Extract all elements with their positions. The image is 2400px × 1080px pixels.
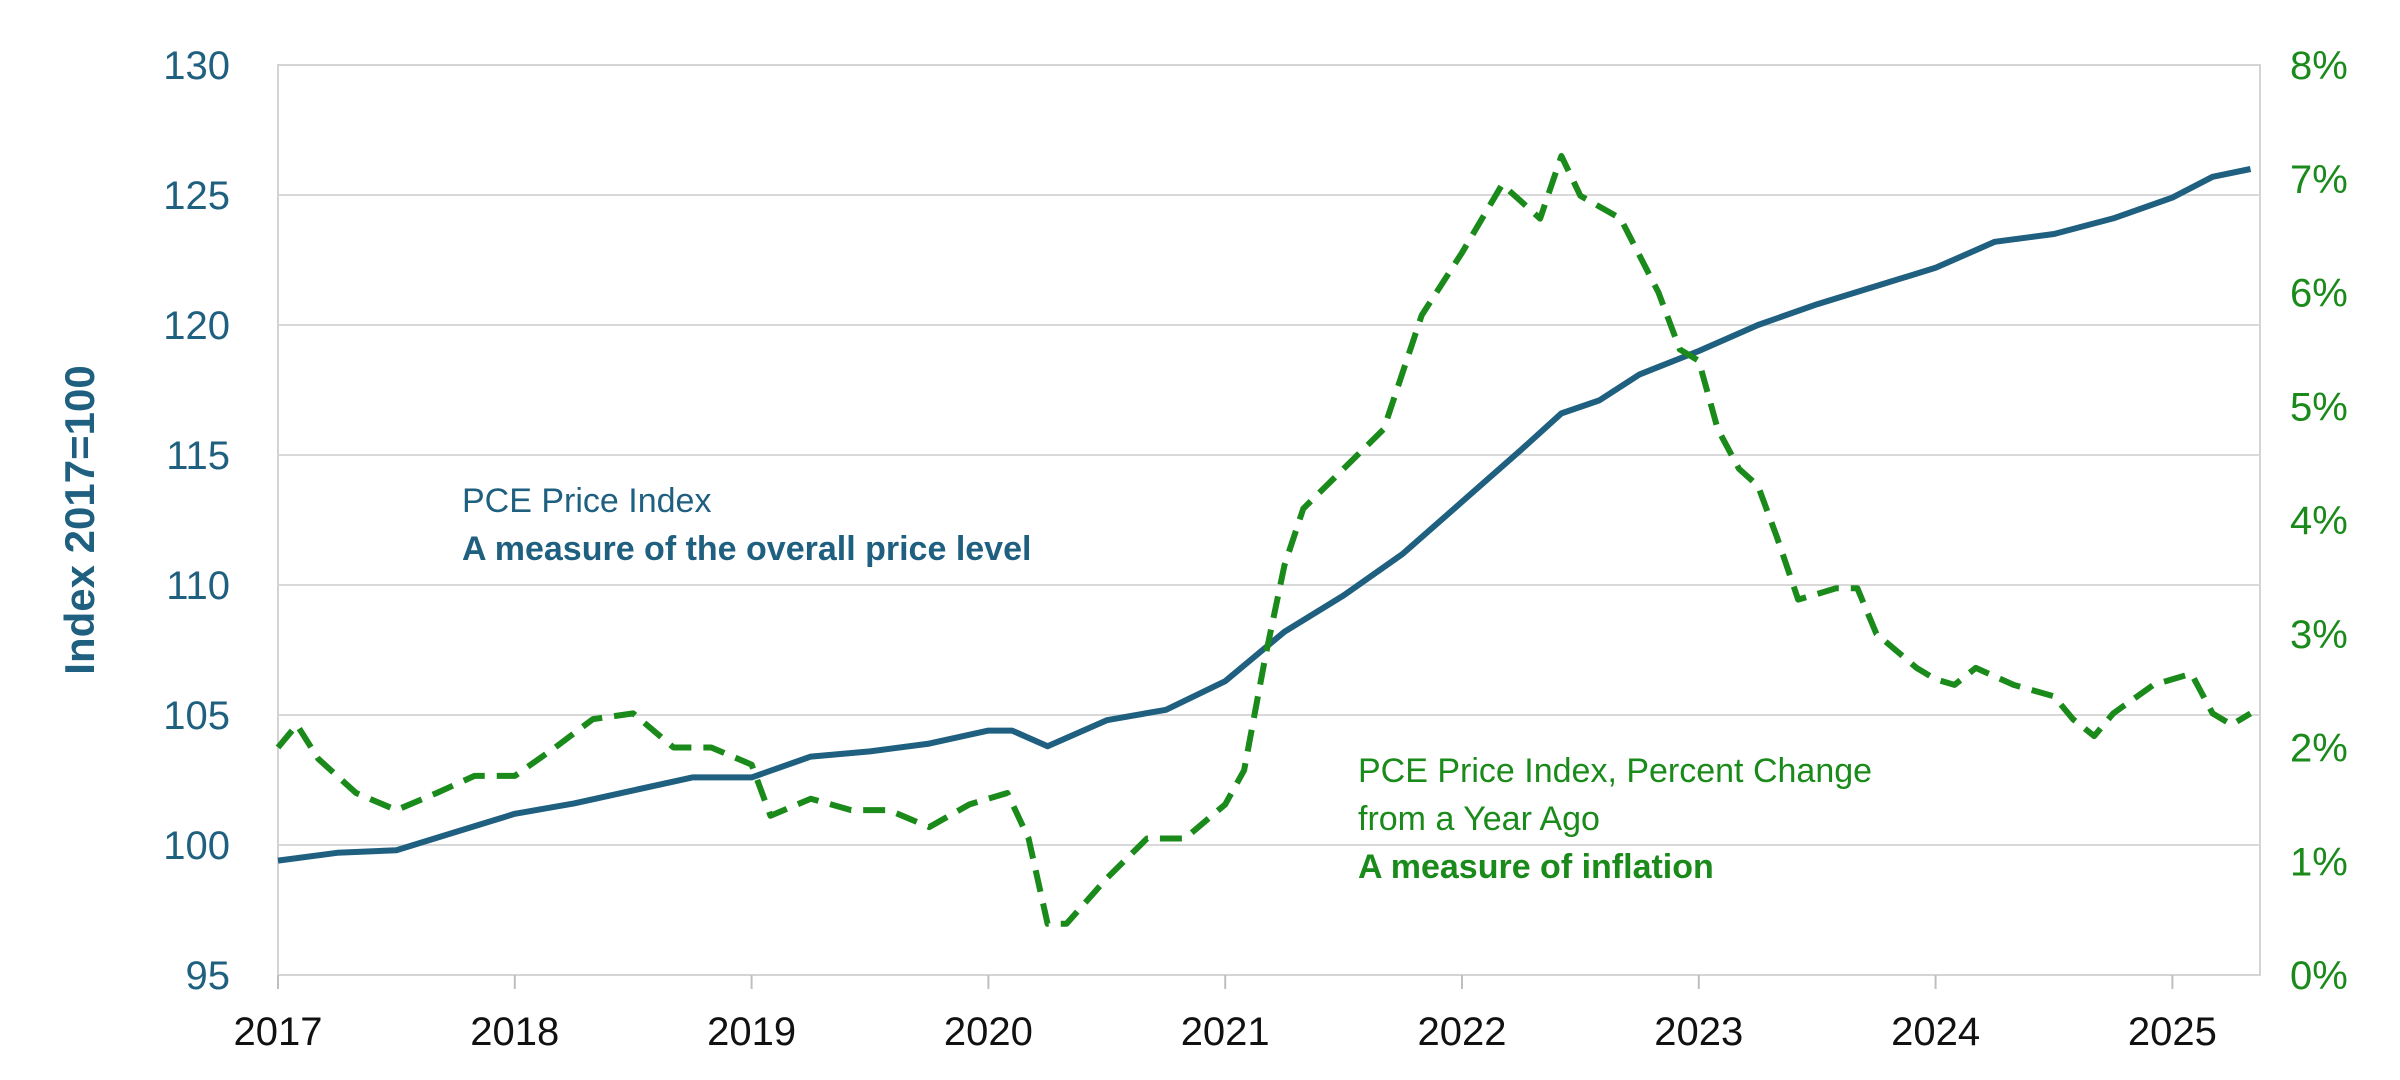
annotation-inflation-title-2: from a Year Ago [1358, 800, 1600, 838]
y-tick-label: 125 [163, 174, 230, 218]
annotation-inflation-subtitle: A measure of inflation [1358, 848, 1714, 886]
y-axis-label: Index 2017=100 [56, 365, 103, 674]
x-axis-ticks: 2017 2018 2019 2020 2021 2022 2023 2024 2025 [234, 975, 2217, 1054]
y2-tick-label: 5% [2290, 385, 2348, 429]
y-axis-left-ticks: 95 100 105 110 115 120 125 130 [163, 44, 230, 998]
series-layer [275, 153, 2253, 927]
x-tick-label: 2023 [1654, 1010, 1743, 1054]
y-axis-right-ticks: 0% 1% 2% 3% 4% 5% 6% 7% 8% [2290, 44, 2348, 998]
annotation-pce-subtitle: A measure of the overall price level [462, 530, 1031, 568]
x-tick-label: 2019 [707, 1010, 796, 1054]
plot-area-border [277, 64, 2261, 976]
gridlines [278, 64, 2260, 976]
y-tick-label: 95 [186, 954, 231, 998]
y2-tick-label: 8% [2290, 44, 2348, 88]
x-tick-label: 2024 [1891, 1010, 1980, 1054]
series-line-inflation [275, 153, 2253, 927]
y2-tick-label: 1% [2290, 840, 2348, 884]
y2-tick-label: 4% [2290, 499, 2348, 543]
x-tick-label: 2022 [1417, 1010, 1506, 1054]
x-tick-label: 2021 [1181, 1010, 1270, 1054]
y2-tick-label: 7% [2290, 158, 2348, 202]
annotation-pce-title: PCE Price Index [462, 482, 711, 520]
series-line-pce-index [277, 166, 2252, 864]
y-tick-label: 115 [166, 434, 230, 478]
y-tick-label: 100 [163, 824, 230, 868]
y2-tick-label: 3% [2290, 613, 2348, 657]
y-tick-label: 110 [166, 564, 230, 608]
y2-tick-label: 0% [2290, 954, 2348, 998]
annotation-inflation-title-1: PCE Price Index, Percent Change [1358, 752, 1872, 790]
x-tick-label: 2017 [234, 1010, 323, 1054]
y-tick-label: 120 [163, 304, 230, 348]
x-tick-label: 2020 [944, 1010, 1033, 1054]
y-tick-label: 105 [163, 694, 230, 738]
y2-tick-label: 6% [2290, 272, 2348, 316]
x-tick-label: 2018 [470, 1010, 559, 1054]
y2-tick-label: 2% [2290, 727, 2348, 771]
x-tick-label: 2025 [2128, 1010, 2217, 1054]
y-tick-label: 130 [163, 44, 230, 88]
